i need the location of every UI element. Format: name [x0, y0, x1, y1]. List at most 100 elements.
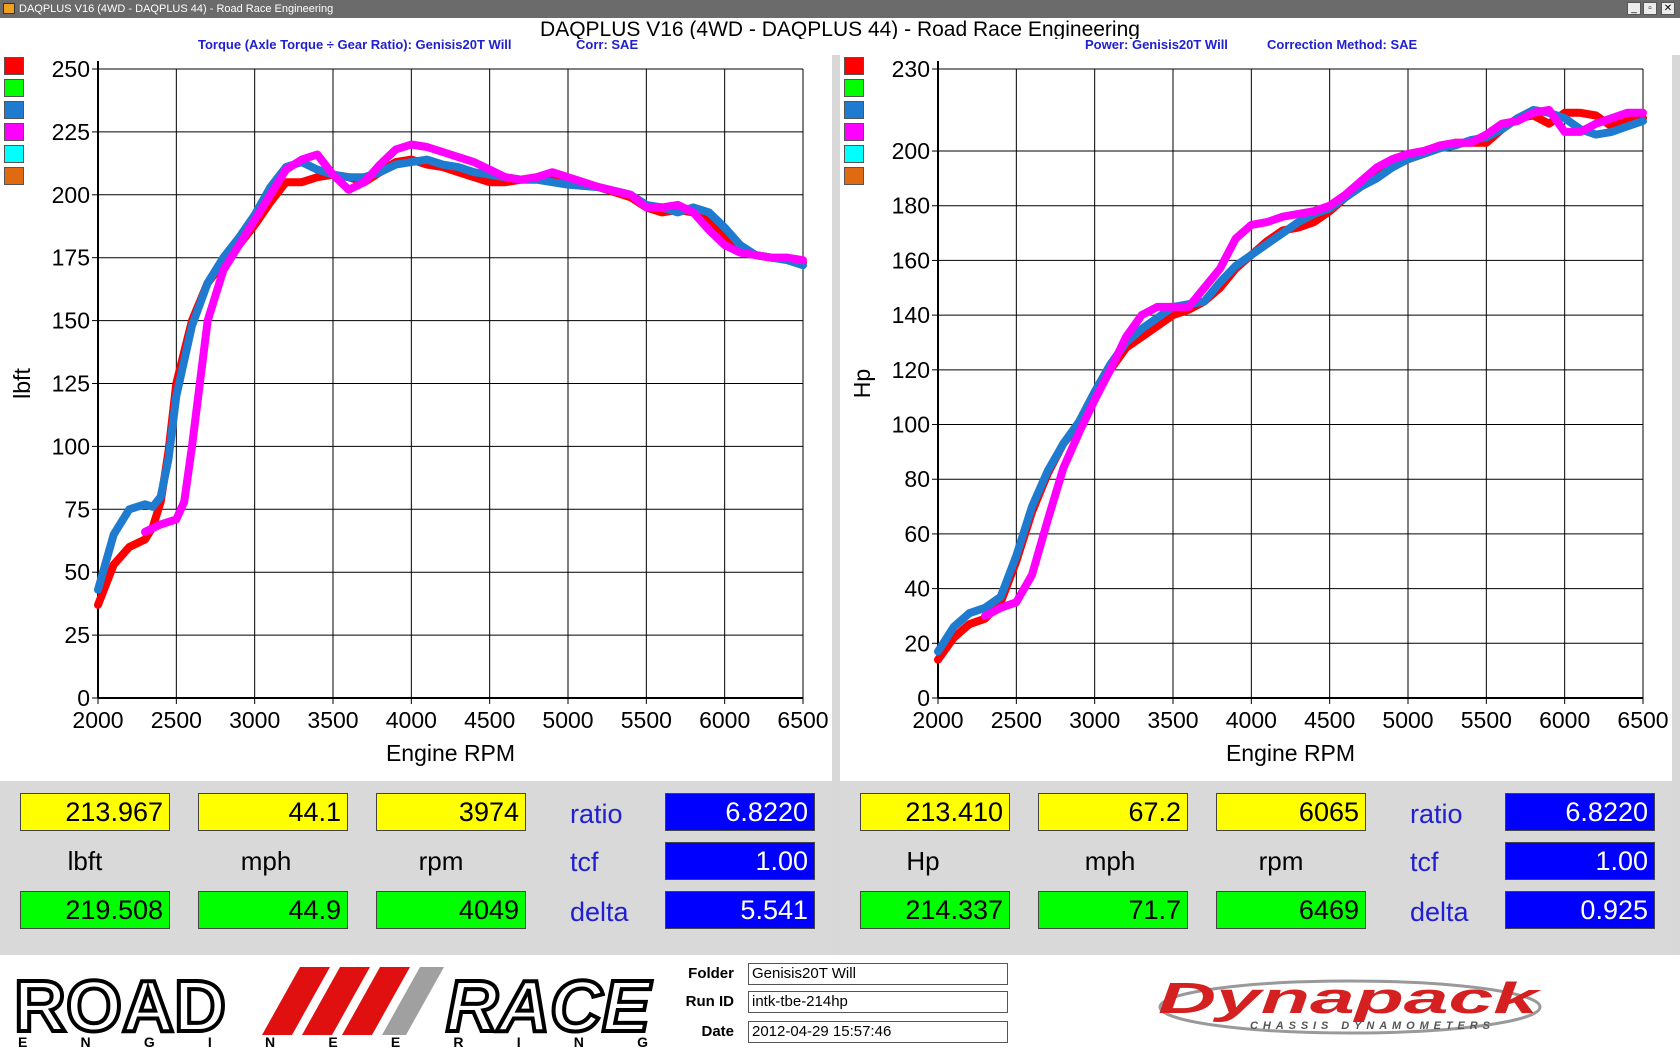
- y-tick-label: 180: [892, 193, 930, 219]
- folder-label: Folder: [688, 965, 734, 982]
- legend-swatch-orange[interactable]: [844, 167, 864, 185]
- y-tick-label: 40: [904, 576, 930, 602]
- y-tick-label: 250: [52, 56, 90, 82]
- legend-swatch-orange[interactable]: [4, 167, 24, 185]
- y-tick-label: 200: [52, 182, 90, 208]
- legend-swatch-cyan[interactable]: [4, 145, 24, 163]
- logo-race-text: RACE: [446, 967, 652, 1047]
- torque-subtitle: Torque (Axle Torque ÷ Gear Ratio): Genis…: [198, 37, 512, 52]
- y-tick-label: 175: [52, 245, 90, 271]
- y-tick-label: 140: [892, 302, 930, 328]
- x-tick-label: 6500: [777, 707, 828, 733]
- legend-swatch-green[interactable]: [844, 79, 864, 97]
- cursor-torque-value[interactable]: 213.967: [20, 793, 170, 831]
- x-tick-label: 2500: [991, 707, 1042, 733]
- x-tick-label: 4500: [464, 707, 515, 733]
- window-title: DAQPLUS V16 (4WD - DAQPLUS 44) - Road Ra…: [19, 3, 334, 15]
- x-tick-label: 2000: [72, 707, 123, 733]
- x-tick-label: 3500: [307, 707, 358, 733]
- tcf-label: tcf: [570, 847, 599, 877]
- x-tick-label: 4000: [1226, 707, 1277, 733]
- delta-label: delta: [570, 897, 629, 927]
- peak-speed-value[interactable]: 44.9: [198, 891, 348, 929]
- close-button[interactable]: ✕: [1661, 2, 1675, 15]
- window-titlebar: DAQPLUS V16 (4WD - DAQPLUS 44) - Road Ra…: [0, 0, 1680, 18]
- legend-swatch-magenta[interactable]: [844, 123, 864, 141]
- ratio-label: ratio: [570, 799, 623, 829]
- cursor-rpm-value[interactable]: 3974: [376, 793, 526, 831]
- x-axis-label: Engine RPM: [1226, 740, 1355, 766]
- y-tick-label: 150: [52, 308, 90, 334]
- x-tick-label: 2500: [151, 707, 202, 733]
- x-tick-label: 6000: [1539, 707, 1590, 733]
- y-tick-label: 0: [77, 685, 90, 711]
- series-line-2: [141, 140, 807, 536]
- delta-value[interactable]: 5.541: [665, 891, 815, 929]
- legend-swatch-blue[interactable]: [4, 101, 24, 119]
- y-tick-label: 60: [904, 521, 930, 547]
- x-tick-label: 5000: [1382, 707, 1433, 733]
- restore-button[interactable]: ▫: [1643, 2, 1657, 15]
- legend-swatch-blue[interactable]: [844, 101, 864, 119]
- y-tick-label: 125: [52, 371, 90, 397]
- dynapack-wordmark: Dynapack: [1158, 974, 1543, 1023]
- torque-chart: 2000 2500 3000 3500 4000 4500 5000 5500 6000 6500…: [9, 56, 829, 766]
- folder-field[interactable]: Genisis20T Will: [748, 963, 1008, 985]
- peak-torque-value[interactable]: 219.508: [20, 891, 170, 929]
- power-chart: 2000 2500 3000 3500 4000 4500 5000 5500 6000 6500…: [849, 56, 1669, 766]
- minimize-button[interactable]: _: [1627, 2, 1641, 15]
- y-tick-label: 0: [917, 685, 930, 711]
- date-label: Date: [701, 1023, 734, 1040]
- x-tick-label: 5500: [1461, 707, 1512, 733]
- runid-label: Run ID: [685, 993, 734, 1010]
- y-axis-label: lbft: [9, 368, 35, 399]
- x-axis-label: Engine RPM: [386, 740, 515, 766]
- delta-label: delta: [1410, 897, 1469, 927]
- peak-rpm-value[interactable]: 4049: [376, 891, 526, 929]
- unit-mph: mph: [1084, 846, 1136, 876]
- report-header: DAQPLUS V16 (4WD - DAQPLUS 44) - Road Ra…: [0, 18, 1680, 55]
- x-tick-label: 5500: [621, 707, 672, 733]
- peak-rpm-value[interactable]: 6469: [1216, 891, 1366, 929]
- app-icon: [3, 3, 15, 14]
- unit-lbft: lbft: [67, 846, 103, 876]
- report-title: DAQPLUS V16 (4WD - DAQPLUS 44) - Road Ra…: [540, 19, 1140, 39]
- ratio-value[interactable]: 6.8220: [1505, 793, 1655, 831]
- torque-readouts: 213.967 44.1 3974 lbft mph rpm 219.508 4…: [0, 779, 832, 955]
- series-line-1: [934, 106, 1647, 656]
- y-tick-label: 20: [904, 630, 930, 656]
- ratio-value[interactable]: 6.8220: [665, 793, 815, 831]
- tcf-value[interactable]: 1.00: [1505, 842, 1655, 880]
- y-tick-label: 230: [892, 56, 930, 82]
- tcf-label: tcf: [1410, 847, 1439, 877]
- torque-correction: Corr: SAE: [576, 37, 639, 52]
- power-correction: Correction Method: SAE: [1267, 37, 1418, 52]
- power-readouts: 213.410 67.2 6065 Hp mph rpm 214.337 71.…: [840, 779, 1672, 955]
- peak-power-value[interactable]: 214.337: [860, 891, 1010, 929]
- delta-value[interactable]: 0.925: [1505, 891, 1655, 929]
- cursor-rpm-value[interactable]: 6065: [1216, 793, 1366, 831]
- road-race-logo: ROAD RACE E N G I N E E R I N G: [12, 965, 654, 1050]
- peak-speed-value[interactable]: 71.7: [1038, 891, 1188, 929]
- legend-swatch-red[interactable]: [4, 57, 24, 75]
- y-tick-label: 50: [64, 559, 90, 585]
- legend-swatch-green[interactable]: [4, 79, 24, 97]
- cursor-speed-value[interactable]: 44.1: [198, 793, 348, 831]
- cursor-speed-value[interactable]: 67.2: [1038, 793, 1188, 831]
- cursor-power-value[interactable]: 213.410: [860, 793, 1010, 831]
- legend-swatch-red[interactable]: [844, 57, 864, 75]
- power-chart-panel: 2000 2500 3000 3500 4000 4500 5000 5500 6000 6500…: [840, 55, 1672, 779]
- x-tick-label: 6000: [699, 707, 750, 733]
- unit-hp: Hp: [906, 846, 940, 876]
- y-tick-label: 100: [52, 433, 90, 459]
- x-tick-label: 3500: [1147, 707, 1198, 733]
- date-field[interactable]: 2012-04-29 15:57:46: [748, 1021, 1008, 1043]
- x-tick-label: 3000: [229, 707, 280, 733]
- x-tick-label: 4500: [1304, 707, 1355, 733]
- tcf-value[interactable]: 1.00: [665, 842, 815, 880]
- y-tick-label: 120: [892, 357, 930, 383]
- legend-swatch-cyan[interactable]: [844, 145, 864, 163]
- report-footer: ROAD RACE E N G I N E E R I N G Folder G…: [0, 955, 1680, 1050]
- legend-swatch-magenta[interactable]: [4, 123, 24, 141]
- runid-field[interactable]: intk-tbe-214hp: [748, 991, 1008, 1013]
